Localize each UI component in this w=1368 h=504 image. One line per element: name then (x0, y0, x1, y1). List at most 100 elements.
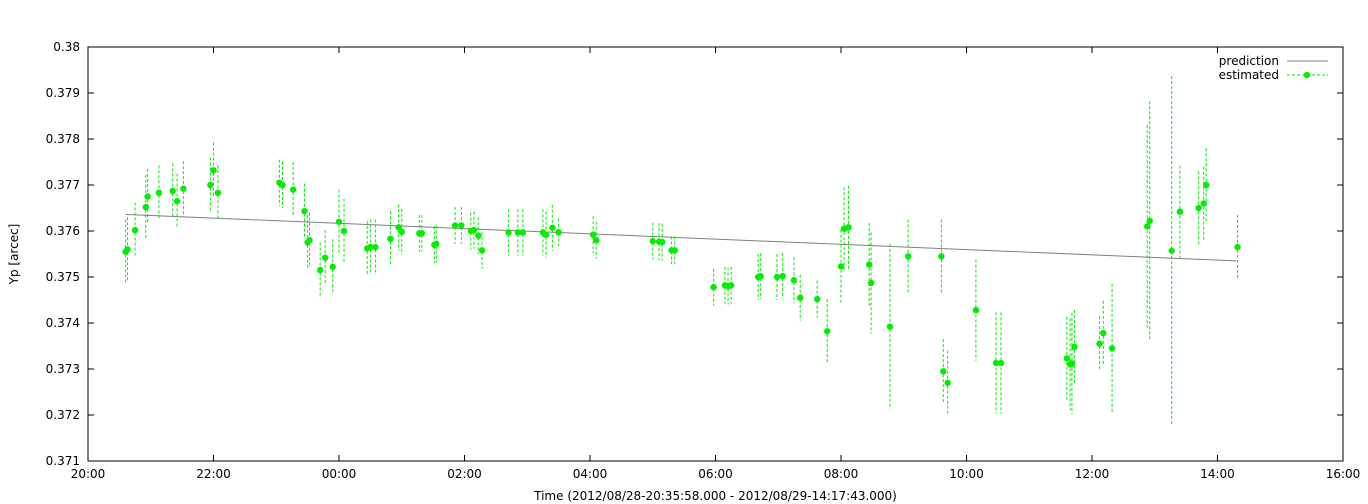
data-point (779, 272, 786, 280)
data-point (173, 197, 181, 205)
data-point (938, 253, 945, 260)
data-point (131, 226, 139, 234)
data-point (866, 261, 873, 268)
data-point (329, 263, 336, 271)
data-point (944, 379, 951, 386)
data-point (773, 273, 781, 281)
data-point (1200, 200, 1207, 207)
data-point (514, 229, 522, 236)
data-point (940, 368, 947, 375)
data-point (505, 229, 512, 236)
prediction-series (125, 213, 1237, 262)
data-point (372, 243, 379, 251)
data-point (589, 231, 597, 238)
y-tick-label: 0.373 (46, 362, 80, 376)
data-point (837, 263, 845, 270)
data-point (1096, 340, 1103, 347)
data-point (418, 230, 426, 237)
data-point (972, 306, 980, 314)
data-point (458, 222, 465, 229)
y-tick-label: 0.38 (53, 40, 80, 54)
data-point (214, 189, 222, 197)
data-point (710, 283, 717, 291)
data-point (845, 224, 852, 231)
data-point (1176, 208, 1184, 215)
data-point (1063, 355, 1071, 362)
data-point (1100, 329, 1107, 337)
y-axis-label: Yp [arcec] (7, 224, 21, 286)
data-point (823, 328, 831, 335)
data-point (180, 185, 187, 192)
legend: prediction estimated (1219, 54, 1328, 82)
data-point (649, 237, 656, 245)
y-tick-label: 0.375 (46, 270, 80, 284)
legend-marker-estimated (1303, 71, 1311, 79)
x-tick-label: 14:00 (1200, 467, 1235, 481)
data-point (1071, 343, 1078, 351)
data-point (658, 238, 666, 246)
data-point (997, 359, 1005, 367)
data-point (1195, 204, 1202, 212)
y-tick-label: 0.378 (46, 132, 80, 146)
data-point (1144, 223, 1151, 230)
data-point (279, 181, 286, 189)
x-tick-label: 12:00 (1075, 467, 1110, 481)
data-point (306, 237, 313, 244)
data-point (813, 295, 821, 303)
x-tick-label: 20:00 (71, 467, 106, 481)
data-point (124, 246, 131, 253)
x-axis: 20:00 22:00 00:00 02:00 04:00 06:00 08:00 10:00… (71, 47, 1360, 481)
errorbars-layer (125, 75, 1239, 426)
x-tick-label: 02:00 (447, 467, 482, 481)
data-point (289, 186, 297, 193)
data-point (451, 222, 459, 229)
data-point (316, 266, 324, 274)
data-point (549, 224, 556, 231)
data-point (478, 247, 486, 254)
data-point (1108, 345, 1116, 352)
data-point (475, 232, 482, 239)
data-point (321, 254, 329, 261)
x-axis-label: Time (2012/08/28-20:35:58.000 - 2012/08/… (533, 489, 897, 503)
data-point (210, 167, 217, 174)
prediction-line (125, 213, 1237, 262)
data-point (433, 240, 440, 248)
data-point (519, 229, 527, 236)
data-point (169, 187, 176, 195)
data-point (797, 294, 804, 301)
plot-frame (87, 46, 1344, 462)
x-tick-label: 04:00 (573, 467, 608, 481)
data-point (301, 208, 308, 215)
data-point (398, 228, 405, 236)
x-tick-label: 08:00 (824, 467, 859, 481)
y-axis: 0.371 0.372 0.373 0.374 0.375 0.376 0.377 0.378… (46, 40, 1343, 468)
x-tick-label: 10:00 (949, 467, 984, 481)
data-point (335, 218, 343, 225)
x-tick-label: 06:00 (698, 467, 733, 481)
data-point (387, 235, 394, 243)
x-tick-label: 00:00 (322, 467, 357, 481)
data-point (555, 229, 562, 236)
data-point (1234, 243, 1241, 251)
data-point (1168, 247, 1175, 254)
data-point (395, 224, 402, 231)
data-point (155, 189, 163, 197)
data-point (992, 359, 1000, 367)
y-tick-label: 0.379 (46, 86, 80, 100)
data-point (207, 181, 214, 189)
data-point (593, 237, 600, 244)
y-tick-label: 0.376 (46, 224, 80, 238)
y-tick-label: 0.377 (46, 178, 80, 192)
y-tick-label: 0.372 (46, 408, 80, 422)
data-point (1203, 181, 1210, 189)
estimated-series (122, 167, 1241, 386)
data-point (470, 226, 478, 234)
y-tick-label: 0.371 (46, 454, 80, 468)
data-point (367, 243, 374, 251)
data-point (904, 253, 912, 260)
data-point (886, 323, 894, 330)
data-point (1146, 217, 1153, 225)
data-point (142, 203, 149, 211)
data-point (340, 227, 348, 235)
